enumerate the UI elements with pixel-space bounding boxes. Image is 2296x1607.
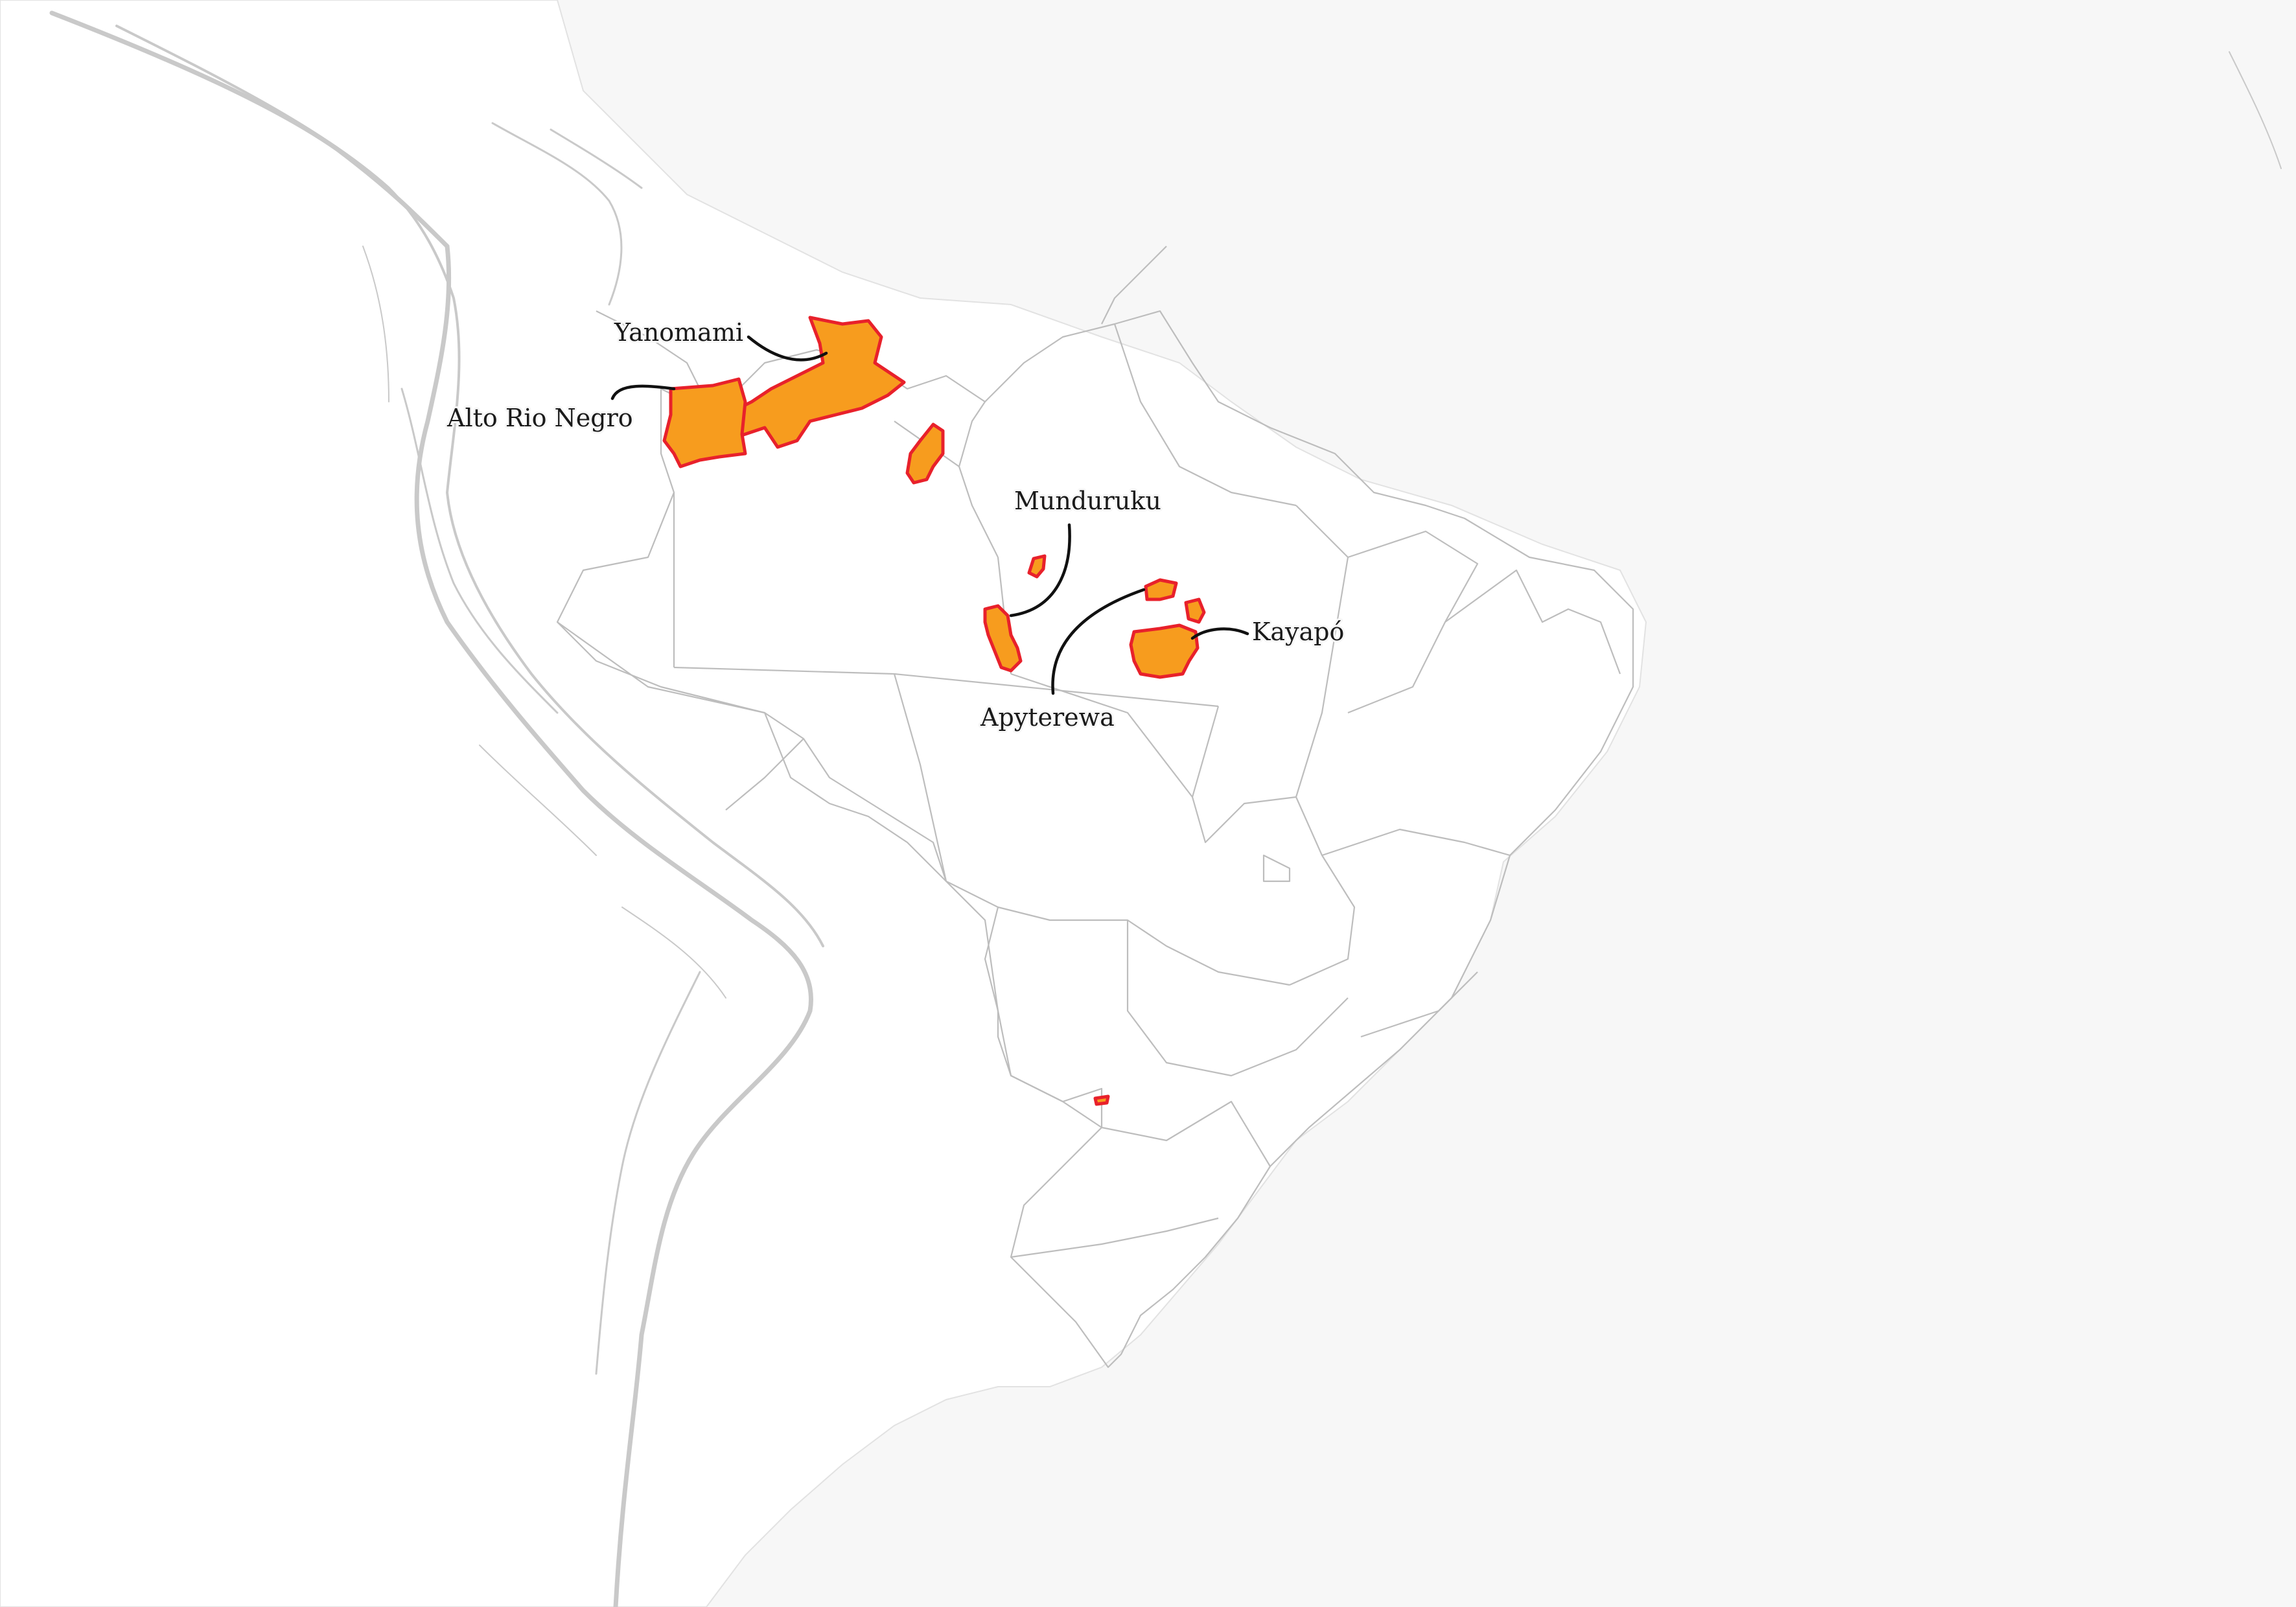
label-kayapo: Kayapó <box>1252 618 1344 646</box>
andes-relief <box>49 10 2282 1607</box>
leader-line-alto-rio-negro <box>610 384 676 400</box>
leader-line-yanomami <box>747 335 828 362</box>
territory-munduruku-north <box>1027 554 1047 579</box>
south-america-landmass <box>0 0 1647 1607</box>
territory-waimiri <box>905 422 945 485</box>
territory-south <box>1093 1094 1110 1106</box>
leader-line-apyterewa <box>1051 588 1146 695</box>
territory-kayapo <box>1129 623 1200 679</box>
territory-munduruku <box>983 604 1023 673</box>
political-borders <box>556 246 1634 1369</box>
territory-apyterewa <box>1144 578 1178 601</box>
label-apyterewa: Apyterewa <box>980 703 1115 732</box>
indigenous-territories <box>662 316 1206 1106</box>
territory-yanomami <box>691 316 906 456</box>
label-munduruku: Munduruku <box>1014 487 1161 515</box>
leader-lines <box>610 335 1249 695</box>
territory-alto-rio-negro <box>662 377 747 468</box>
territory-labels: Yanomami Alto Rio Negro Munduruku Kayapó… <box>445 316 1346 734</box>
label-yanomami: Yanomami <box>614 318 743 347</box>
label-alto-rio-negro: Alto Rio Negro <box>446 404 633 432</box>
leader-line-kayapo <box>1190 627 1249 640</box>
leader-line-munduruku <box>1009 523 1071 618</box>
territory-kayapo-east <box>1184 597 1206 624</box>
